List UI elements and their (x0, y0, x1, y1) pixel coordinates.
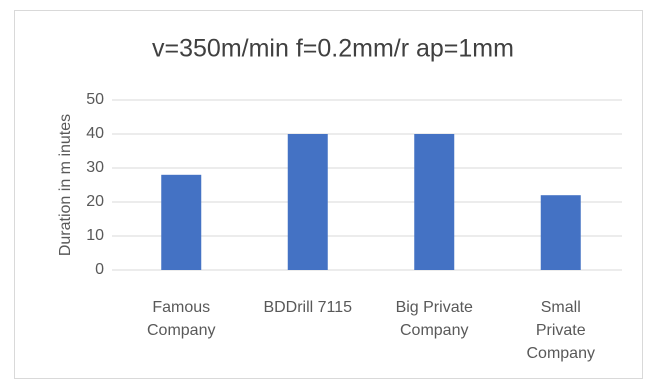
y-axis-label: Duration in m inutes (57, 114, 74, 256)
y-tick-label: 40 (86, 125, 104, 142)
x-tick-label: Small Private Company (527, 299, 595, 362)
y-tick-label: 10 (86, 227, 104, 244)
chart-border (14, 10, 643, 379)
bar (161, 174, 202, 270)
chart-title: v=350m/min f=0.2mm/r ap=1mm (152, 35, 514, 63)
bar (287, 134, 328, 270)
y-tick-label: 0 (95, 261, 104, 278)
bar (414, 134, 455, 270)
y-tick-label: 50 (86, 91, 104, 108)
bar (540, 195, 581, 270)
y-tick-label: 30 (86, 159, 104, 176)
y-tick-label: 20 (86, 193, 104, 210)
x-tick-label: Big Private Company (396, 299, 473, 339)
x-tick-label: BDDrill 7115 (263, 299, 352, 316)
x-tick-label: Famous Company (147, 299, 215, 339)
